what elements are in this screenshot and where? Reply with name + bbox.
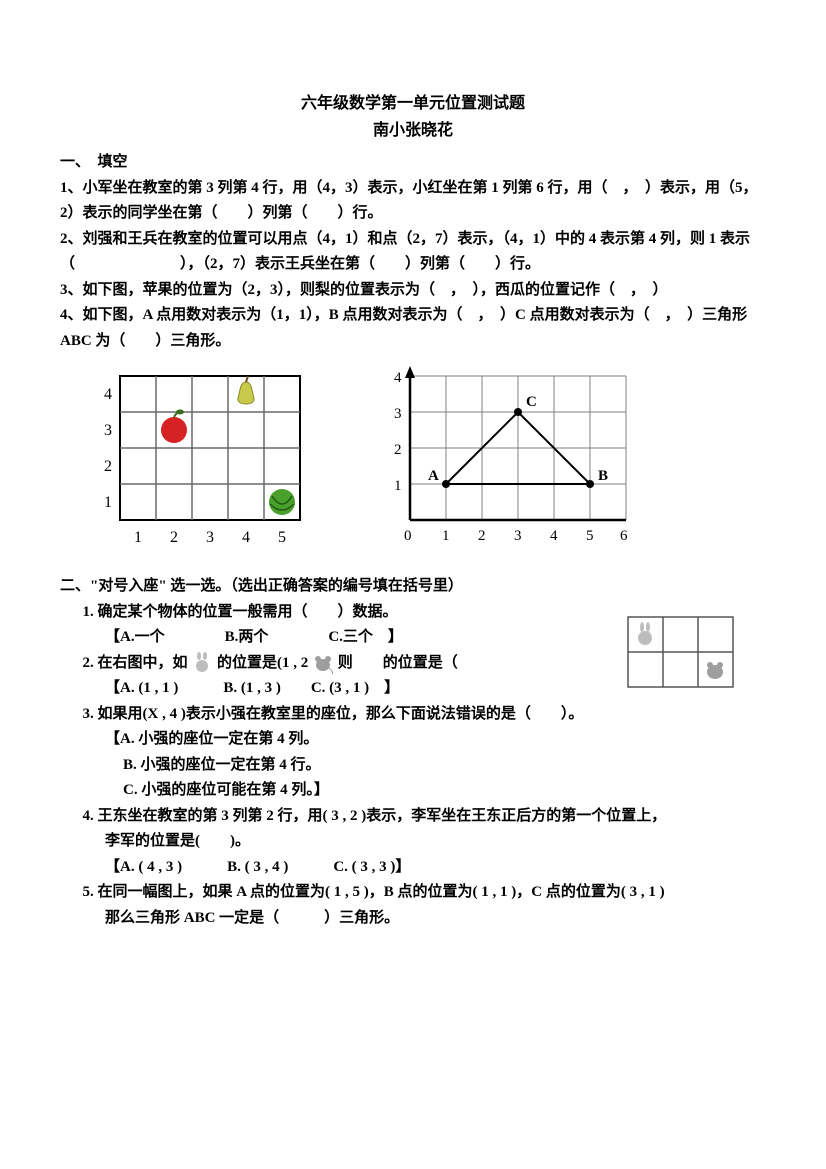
question-1-1: 1、小军坐在教室的第 3 列第 4 行，用（4，3）表示，小红坐在第 1 列第 … — [60, 176, 766, 227]
svg-text:4: 4 — [242, 529, 250, 546]
q2-2-text-a: 2. 在右图中，如 — [83, 655, 188, 671]
question-2-3-b: B. 小强的座位一定在第 4 行。 — [60, 753, 766, 779]
q2-2-text-b: 的位置是(1 , 2 — [217, 655, 308, 671]
question-2-4-options: 【A. ( 4 , 3 ) B. ( 3 , 4 ) C. ( 3 , 3 )】 — [60, 855, 766, 881]
svg-text:1: 1 — [104, 494, 112, 511]
svg-text:2: 2 — [170, 529, 178, 546]
svg-text:1: 1 — [134, 529, 142, 546]
q2-2-text-c: 则 的位置是（ — [338, 655, 458, 671]
svg-text:C: C — [526, 394, 537, 410]
fruit-grid-figure: 4 3 2 1 1 2 3 4 5 — [80, 364, 310, 564]
svg-text:6: 6 — [620, 528, 628, 544]
watermelon-icon — [269, 489, 295, 515]
svg-text:5: 5 — [278, 529, 286, 546]
question-1-4: 4、如下图，A 点用数对表示为（1，1），B 点用数对表示为（ ， ）C 点用数… — [60, 303, 766, 354]
svg-text:4: 4 — [394, 370, 402, 386]
svg-text:3: 3 — [394, 406, 402, 422]
question-2-5b: 那么三角形 ABC 一定是（ ）三角形。 — [60, 906, 766, 932]
mini-grid-figure — [626, 615, 736, 693]
section-1-heading: 一、 填空 — [60, 150, 766, 176]
svg-text:3: 3 — [206, 529, 214, 546]
svg-text:2: 2 — [478, 528, 486, 544]
svg-text:1: 1 — [442, 528, 450, 544]
svg-text:3: 3 — [104, 422, 112, 439]
svg-text:2: 2 — [104, 458, 112, 475]
question-1-2: 2、刘强和王兵在教室的位置可以用点（4，1）和点（2，7）表示，（4，1）中的 … — [60, 227, 766, 278]
question-2-4b: 李军的位置是( )。 — [60, 829, 766, 855]
mouse-icon — [312, 652, 334, 674]
svg-text:A: A — [428, 468, 439, 484]
section-2-heading: 二、"对号入座" 选一选。（选出正确答案的编号填在括号里） — [60, 574, 766, 600]
question-2-3-a: 【A. 小强的座位一定在第 4 列。 — [60, 727, 766, 753]
svg-text:4: 4 — [550, 528, 558, 544]
apple-icon — [161, 410, 187, 444]
question-2-3: 3. 如果用(X , 4 )表示小强在教室里的座位，那么下面说法错误的是（ ）。 — [60, 702, 766, 728]
svg-text:4: 4 — [104, 386, 112, 403]
question-1-3: 3、如下图，苹果的位置为（2，3），则梨的位置表示为（ ， ），西瓜的位置记作（… — [60, 278, 766, 304]
question-2-5: 5. 在同一幅图上，如果 A 点的位置为( 1 , 5 )，B 点的位置为( 1… — [60, 880, 766, 906]
svg-text:1: 1 — [394, 478, 402, 494]
svg-text:0: 0 — [404, 528, 412, 544]
svg-text:B: B — [598, 468, 608, 484]
rabbit-icon — [191, 652, 213, 674]
triangle-grid-figure: 4 3 2 1 0 1 2 3 4 5 6 A B C — [370, 364, 630, 564]
page-subtitle: 南小张晓花 — [60, 117, 766, 144]
svg-text:3: 3 — [514, 528, 522, 544]
page-title: 六年级数学第一单元位置测试题 — [60, 90, 766, 117]
pear-icon — [238, 376, 254, 404]
svg-text:2: 2 — [394, 442, 402, 458]
svg-text:5: 5 — [586, 528, 594, 544]
question-2-3-c: C. 小强的座位可能在第 4 列。】 — [60, 778, 766, 804]
question-2-4: 4. 王东坐在教室的第 3 列第 2 行，用( 3 , 2 )表示，李军坐在王东… — [60, 804, 766, 830]
